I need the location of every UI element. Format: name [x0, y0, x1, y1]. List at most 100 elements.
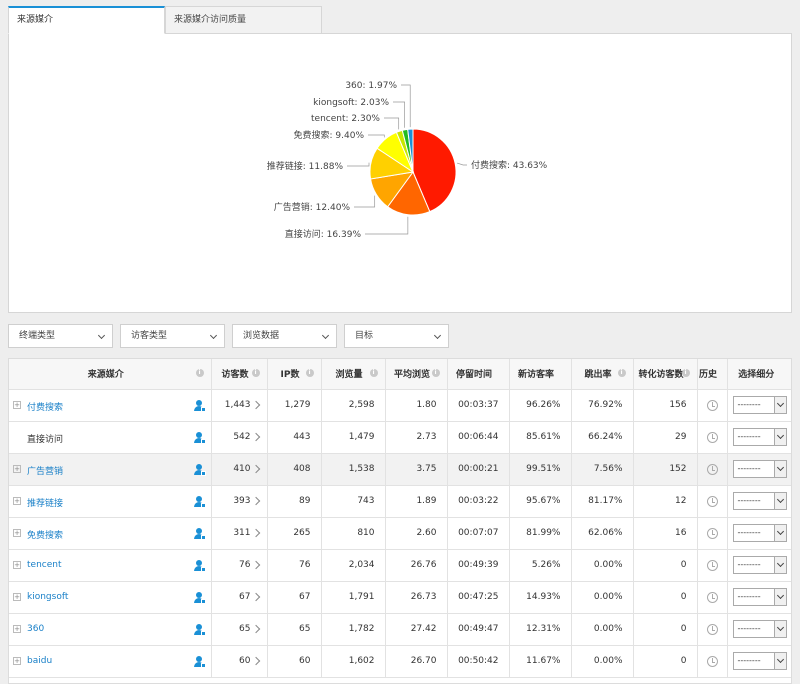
clock-icon[interactable] — [706, 591, 718, 603]
column-header[interactable]: 跳出率 i — [571, 359, 634, 390]
source-link[interactable]: 推荐链接 — [27, 498, 64, 509]
user-icon[interactable] — [193, 623, 206, 636]
expand-icon[interactable]: + — [13, 624, 21, 633]
source-link[interactable]: 360 — [27, 623, 45, 634]
filter-label: 目标 — [355, 331, 374, 341]
column-header[interactable]: 访客数 i — [211, 359, 268, 390]
pie-slice[interactable] — [407, 128, 414, 173]
source-cell: + 付费搜索 — [9, 389, 212, 422]
expand-icon[interactable]: + — [13, 656, 21, 665]
segment-select-value: -------- — [737, 432, 761, 441]
segment-select[interactable]: -------- — [732, 396, 787, 414]
expand-icon[interactable]: + — [13, 496, 21, 505]
visitors-cell[interactable]: 410 — [211, 453, 268, 486]
filter-terminal-type[interactable]: 终端类型 — [8, 324, 113, 348]
segment-select[interactable]: -------- — [732, 460, 787, 478]
segment-select-value: -------- — [737, 656, 761, 665]
visitors-cell[interactable]: 311 — [211, 517, 268, 550]
segment-select[interactable]: -------- — [732, 652, 787, 670]
visitors-cell[interactable]: 60 — [211, 645, 268, 678]
clock-icon[interactable] — [706, 495, 718, 507]
segment-select[interactable]: -------- — [732, 588, 787, 606]
expand-icon[interactable]: + — [13, 560, 21, 569]
tab-bar: 来源媒介 来源媒介访问质量 — [8, 6, 322, 34]
column-header[interactable]: 平均浏览 i — [385, 359, 448, 390]
history-cell — [697, 645, 728, 678]
clock-icon[interactable] — [706, 655, 718, 667]
expand-icon[interactable]: + — [13, 592, 21, 601]
clock-icon[interactable] — [706, 527, 718, 539]
visitors-value: 393 — [233, 495, 251, 506]
pie-slice[interactable] — [386, 170, 431, 216]
source-link[interactable]: kiongsoft — [27, 591, 69, 602]
column-header[interactable]: 新访客率 — [509, 359, 572, 390]
column-header[interactable]: IP数 i — [267, 359, 322, 390]
segment-cell: -------- — [727, 453, 791, 486]
user-icon[interactable] — [193, 495, 206, 508]
bounce-rate-value: 0.00% — [571, 645, 634, 678]
conversions-value: 156 — [633, 389, 698, 422]
column-header[interactable]: 浏览量 i — [321, 359, 386, 390]
segment-select[interactable]: -------- — [732, 524, 787, 542]
info-icon[interactable]: i — [195, 369, 204, 377]
info-icon[interactable]: i — [369, 369, 378, 377]
user-icon[interactable] — [193, 527, 206, 540]
source-link[interactable]: 免费搜索 — [27, 530, 64, 541]
user-icon[interactable] — [193, 431, 206, 444]
visitors-cell[interactable]: 76 — [211, 549, 268, 582]
ip-value: 443 — [267, 421, 322, 454]
filter-browse-data[interactable]: 浏览数据 — [232, 324, 337, 348]
info-icon[interactable]: i — [251, 369, 260, 377]
column-header[interactable]: 选择细分 — [727, 359, 791, 390]
visitors-cell[interactable]: 65 — [211, 613, 268, 646]
clock-icon[interactable] — [706, 463, 718, 475]
pie-slice-label: 推荐链接: 11.88% — [267, 160, 344, 172]
conversions-value: 29 — [633, 421, 698, 454]
visitors-cell[interactable]: 393 — [211, 485, 268, 518]
expand-icon[interactable]: + — [13, 464, 21, 473]
column-header[interactable]: 来源媒介 i — [9, 359, 212, 390]
user-icon[interactable] — [193, 655, 206, 668]
user-icon[interactable] — [193, 591, 206, 604]
source-link[interactable]: 付费搜索 — [27, 402, 64, 413]
expand-icon[interactable]: + — [13, 528, 21, 537]
tab-source-media[interactable]: 来源媒介 — [8, 6, 165, 34]
segment-select[interactable]: -------- — [732, 620, 787, 638]
chevron-right-icon — [251, 624, 260, 633]
info-icon[interactable]: i — [305, 369, 314, 377]
filter-goal[interactable]: 目标 — [344, 324, 449, 348]
info-icon[interactable]: i — [431, 369, 440, 377]
clock-icon[interactable] — [706, 431, 718, 443]
segment-select[interactable]: -------- — [732, 428, 787, 446]
visitors-cell[interactable]: 542 — [211, 421, 268, 454]
clock-icon[interactable] — [706, 559, 718, 571]
pageviews-value: 1,538 — [321, 453, 386, 486]
user-icon[interactable] — [193, 559, 206, 572]
visitors-cell[interactable]: 67 — [211, 581, 268, 614]
user-icon[interactable] — [193, 399, 206, 412]
user-icon[interactable] — [193, 463, 206, 476]
column-header[interactable]: 停留时间 — [447, 359, 510, 390]
visitors-value: 1,443 — [224, 399, 251, 410]
column-header[interactable]: 转化访客数 i — [633, 359, 698, 390]
source-link[interactable]: tencent — [27, 559, 62, 570]
info-icon[interactable]: i — [681, 369, 690, 377]
segment-select[interactable]: -------- — [732, 556, 787, 574]
pie-chart: 付费搜索: 43.63% 直接访问: 16.39% 广告营销: 12.40% 推荐链接… — [267, 81, 548, 240]
clock-icon[interactable] — [706, 399, 718, 411]
column-header[interactable]: 历史 — [697, 359, 728, 390]
segment-select[interactable]: -------- — [732, 492, 787, 510]
new-visitor-rate-value: 11.67% — [509, 645, 572, 678]
pie-slice[interactable] — [412, 128, 457, 213]
visitors-cell[interactable]: 1,443 — [211, 389, 268, 422]
source-link[interactable]: 广告营销 — [27, 466, 64, 477]
expand-icon[interactable]: + — [13, 400, 21, 409]
info-icon[interactable]: i — [617, 369, 626, 377]
filter-visitor-type[interactable]: 访客类型 — [120, 324, 225, 348]
chevron-down-icon — [97, 331, 106, 340]
chevron-right-icon — [251, 528, 260, 537]
pie-leader-line — [354, 195, 376, 208]
tab-source-media-quality[interactable]: 来源媒介访问质量 — [165, 6, 322, 34]
clock-icon[interactable] — [706, 623, 718, 635]
source-link[interactable]: baidu — [27, 655, 53, 666]
